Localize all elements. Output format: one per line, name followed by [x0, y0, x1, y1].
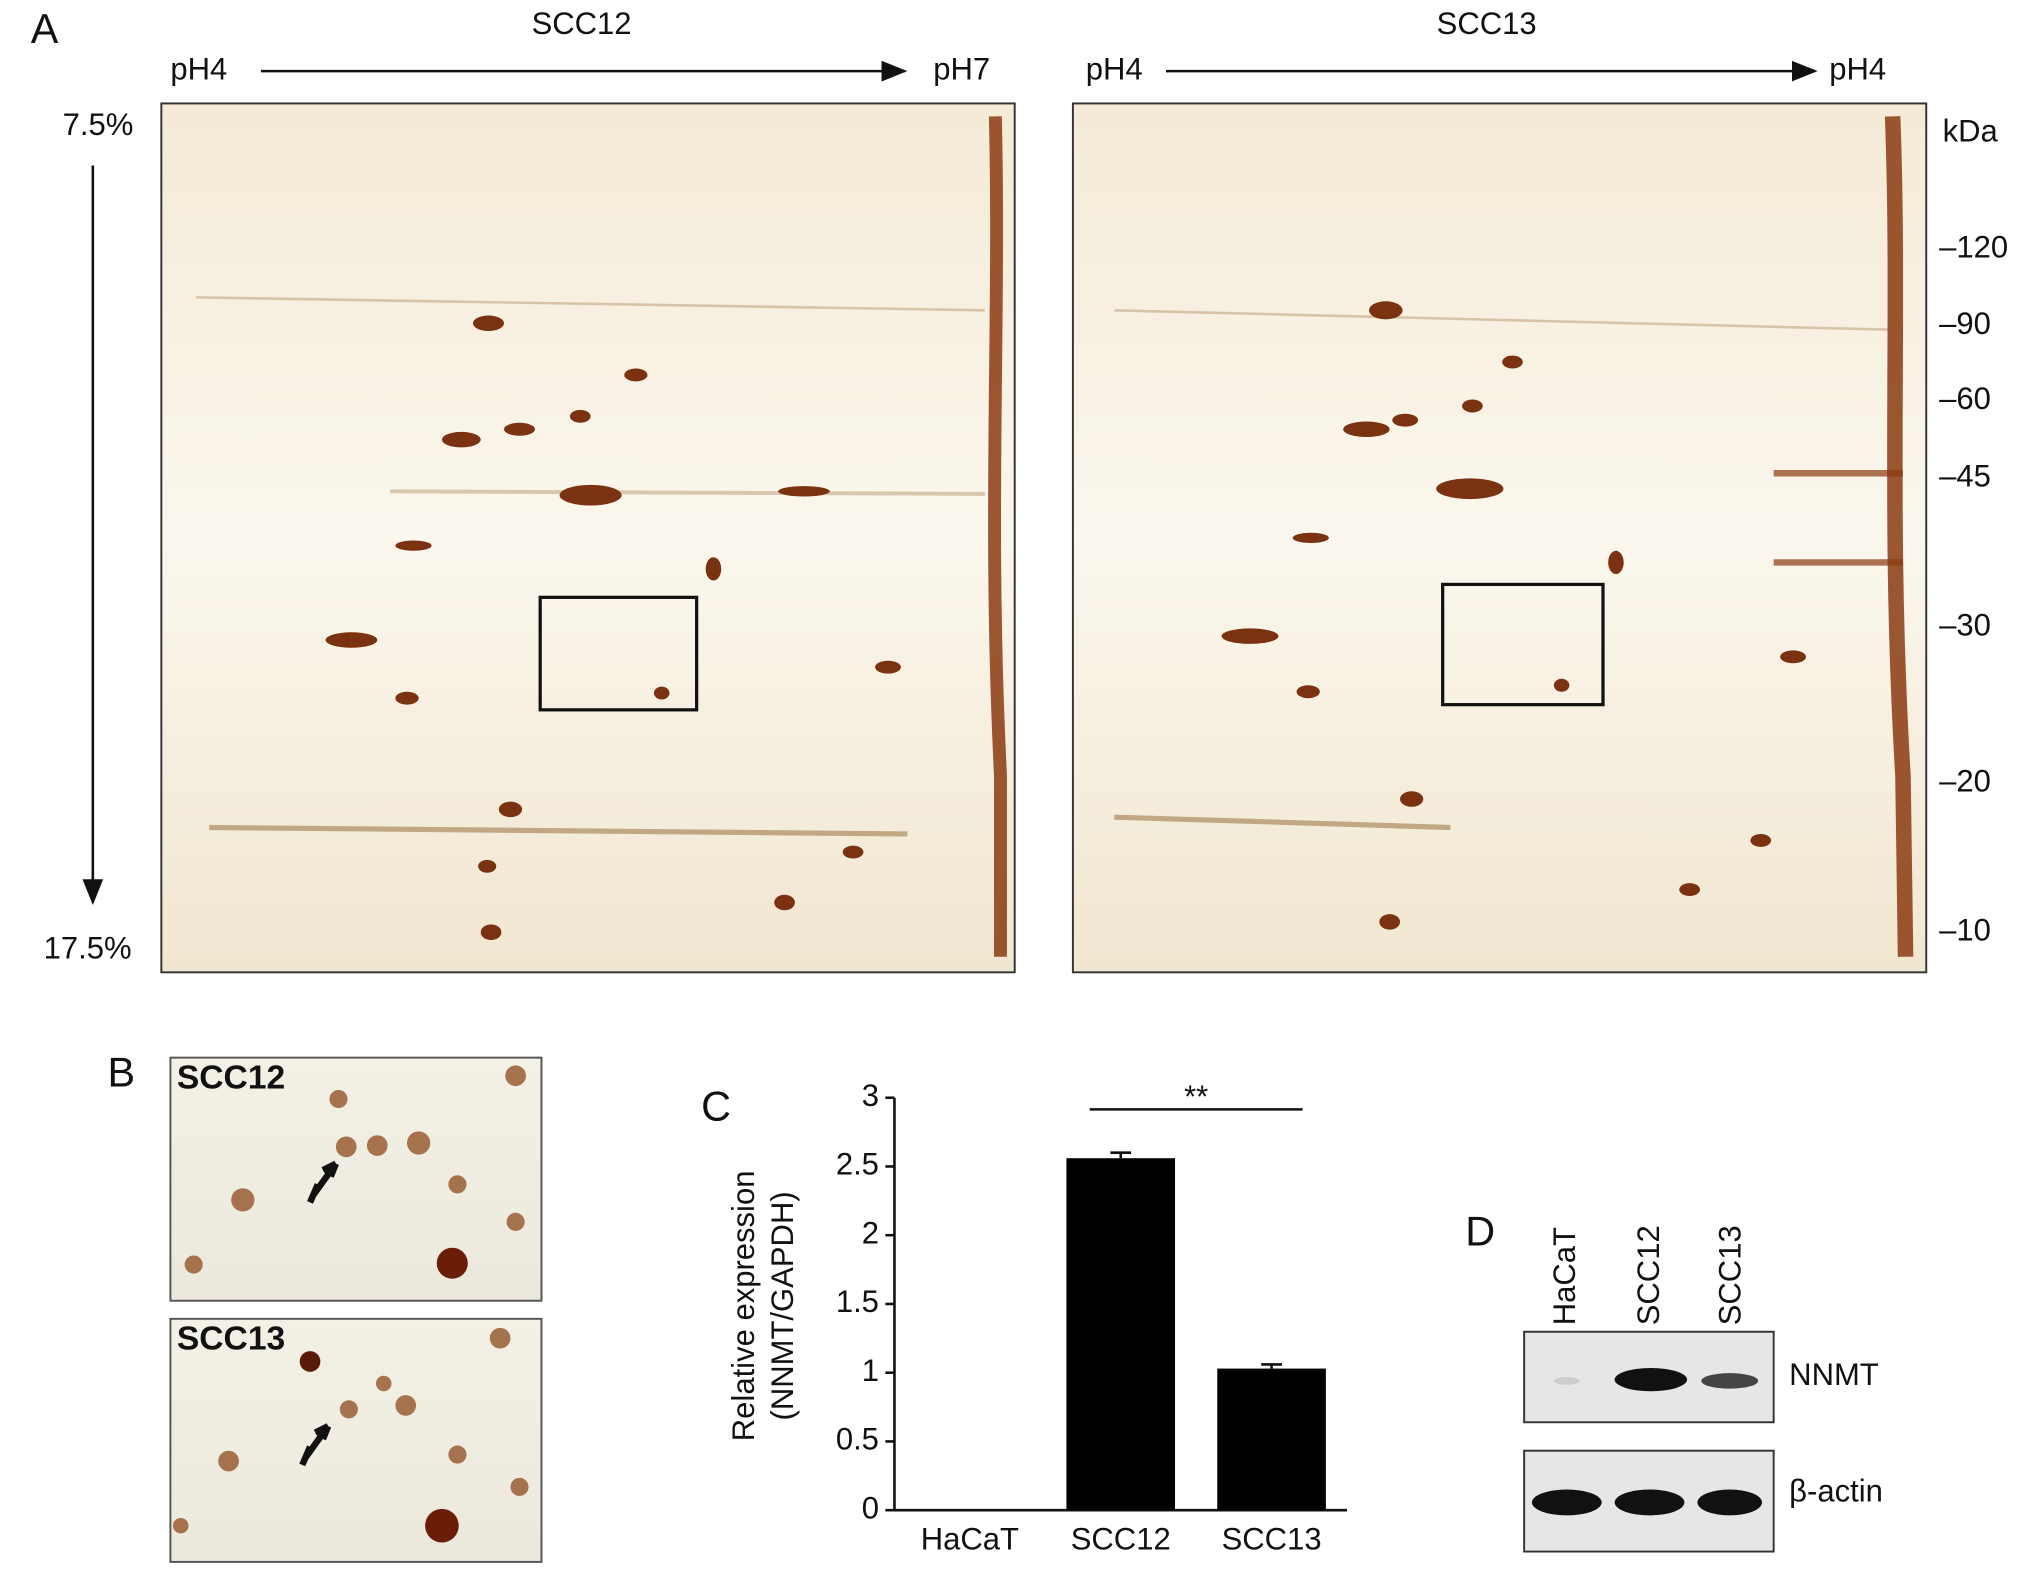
- inset-image: [169, 1317, 543, 1563]
- mw-marker: –60: [1939, 381, 1991, 416]
- gel-image: [1071, 102, 1928, 974]
- inset-label: SCC13: [177, 1321, 285, 1358]
- panel-label: B: [107, 1050, 135, 1096]
- mw-marker: –30: [1939, 607, 1991, 642]
- band-label: β-actin: [1789, 1474, 1883, 1509]
- panel-label: D: [1465, 1209, 1495, 1255]
- gel-title: SCC12: [532, 6, 632, 41]
- x-tick-label: SCC13: [1222, 1521, 1322, 1556]
- gradient-label: 7.5%: [63, 107, 134, 142]
- inset-label: SCC12: [177, 1059, 285, 1096]
- y-tick-label: 2: [862, 1215, 879, 1250]
- mw-marker: –120: [1939, 230, 2008, 265]
- gel-image: [160, 102, 1016, 974]
- mw-marker: –45: [1939, 459, 1991, 494]
- mw-marker: –20: [1939, 764, 1991, 799]
- x-tick-label: HaCaT: [921, 1521, 1019, 1556]
- gradient-label: 17.5%: [44, 931, 132, 966]
- bar-chart: C Relative expression (NNMT/GAPDH) 0 0.5 1…: [701, 1078, 1347, 1556]
- y-tick-label: 3: [862, 1078, 879, 1113]
- mw-unit: kDa: [1943, 113, 1999, 148]
- gel-title: SCC13: [1437, 6, 1537, 41]
- inset-image: [169, 1056, 543, 1302]
- y-tick-label: 1.5: [836, 1284, 879, 1319]
- error-bar: [1110, 1151, 1132, 1159]
- panel-label: A: [31, 6, 59, 52]
- significance-label: **: [1184, 1079, 1208, 1114]
- y-tick-label: 2.5: [836, 1147, 879, 1182]
- mw-marker: –10: [1939, 912, 1991, 947]
- error-bar: [1261, 1363, 1282, 1369]
- mw-marker: –90: [1939, 306, 1991, 341]
- lane-label: SCC12: [1631, 1225, 1666, 1325]
- lane-label: HaCaT: [1547, 1227, 1582, 1325]
- y-axis-title: (NNMT/GAPDH): [765, 1191, 800, 1420]
- ph-label: pH7: [933, 51, 990, 86]
- ph-label: pH4: [1086, 51, 1143, 86]
- y-tick-label: 1: [862, 1353, 879, 1388]
- y-tick-label: 0.5: [836, 1422, 879, 1457]
- y-axis-title: Relative expression: [726, 1171, 761, 1442]
- y-tick-label: 0: [862, 1490, 879, 1525]
- ph-label: pH4: [170, 51, 227, 86]
- band-label: NNMT: [1789, 1357, 1879, 1392]
- panel-label: C: [701, 1083, 731, 1129]
- ph-label: pH4: [1829, 51, 1886, 86]
- lane-label: SCC13: [1713, 1225, 1748, 1325]
- bar: [1217, 1368, 1326, 1511]
- x-tick-label: SCC12: [1071, 1521, 1171, 1556]
- blot-image: [1523, 1330, 1775, 1424]
- bar: [1066, 1158, 1176, 1511]
- blot-image: [1523, 1449, 1775, 1553]
